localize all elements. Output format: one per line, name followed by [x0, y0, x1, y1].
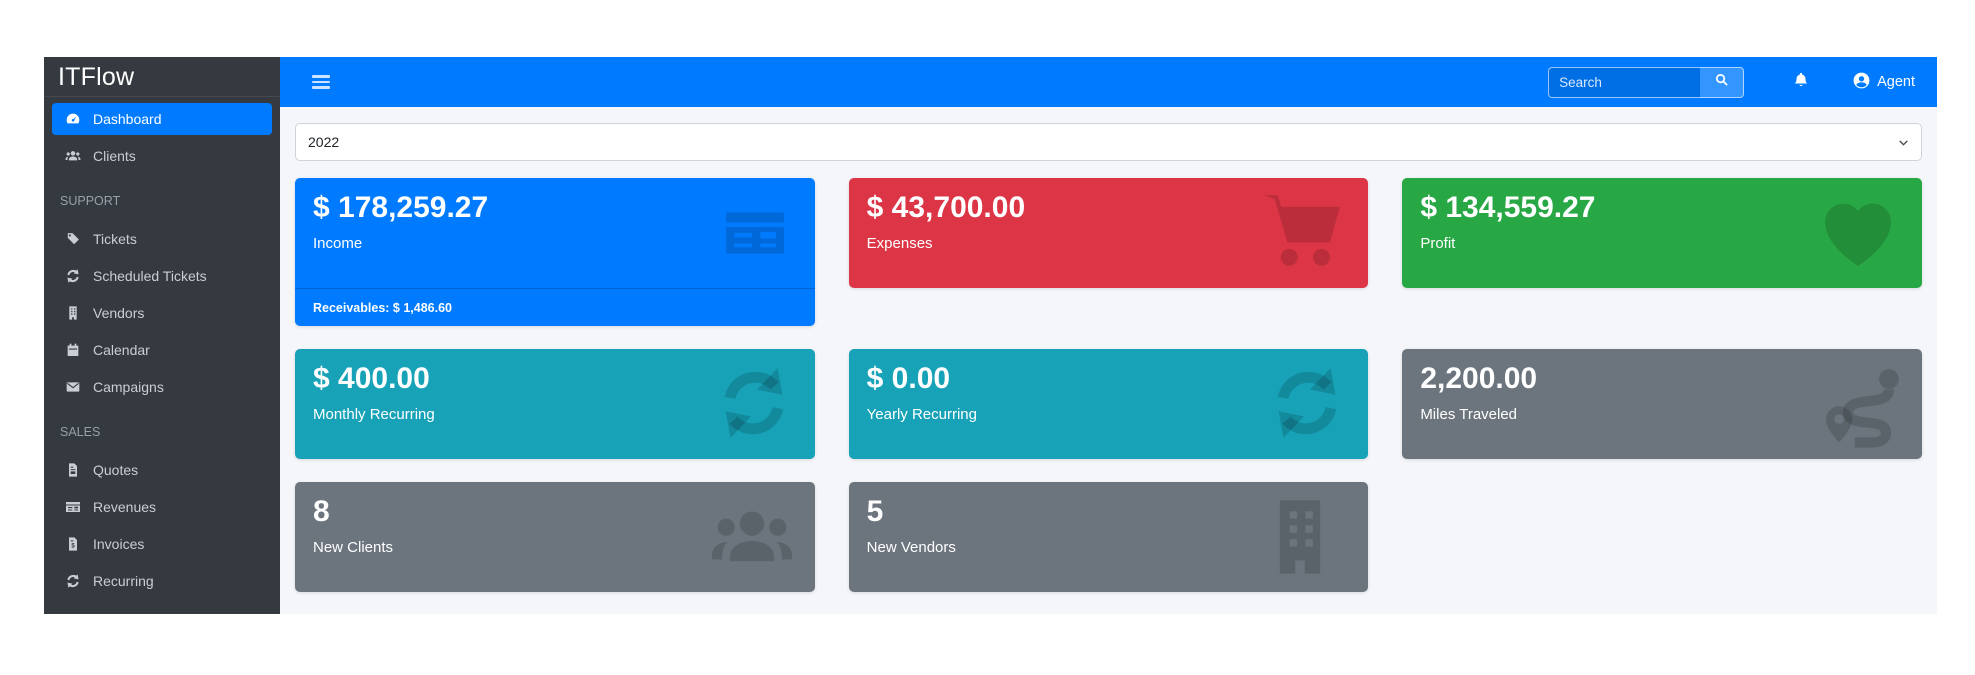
sidebar-item-scheduled-tickets[interactable]: Scheduled Tickets — [52, 260, 272, 292]
stat-label: New Clients — [313, 538, 394, 556]
stat-value: $ 178,259.27 — [313, 191, 489, 224]
stat-card-profit[interactable]: $ 134,559.27 Profit — [1402, 178, 1922, 288]
year-select[interactable]: 2022 — [296, 124, 1921, 160]
stat-label: Expenses — [866, 234, 933, 252]
sync-icon — [60, 268, 86, 284]
tags-icon — [60, 231, 86, 247]
stats-row-2: $ 400.00 Monthly Recurring $ 0.00 Yearly… — [295, 349, 1922, 459]
users-icon — [703, 495, 801, 581]
top-navbar: Agent — [280, 57, 1937, 107]
stat-value: $ 134,559.27 — [1420, 191, 1596, 224]
search-input[interactable] — [1548, 66, 1701, 98]
user-circle-icon — [1852, 71, 1877, 94]
bars-icon — [312, 75, 330, 89]
sidebar-section-sales: SALES — [60, 425, 101, 439]
stats-row-1: $ 178,259.27 Income Receivables: $ 1,486… — [295, 178, 1922, 326]
bell-icon — [1792, 71, 1810, 94]
year-filter: 2022 — [295, 123, 1922, 161]
stat-card-yearly-recurring[interactable]: $ 0.00 Yearly Recurring — [848, 349, 1369, 459]
stat-card-monthly-recurring[interactable]: $ 400.00 Monthly Recurring — [295, 349, 815, 459]
stat-card-income[interactable]: $ 178,259.27 Income Receivables: $ 1,486… — [295, 178, 815, 326]
stat-label: Profit — [1420, 234, 1456, 252]
stat-label: Miles Traveled — [1420, 405, 1518, 423]
stat-card-miles-traveled[interactable]: 2,200.00 Miles Traveled — [1402, 349, 1922, 459]
sidebar-item-label: Campaigns — [93, 379, 164, 395]
user-menu-label: Agent — [1877, 74, 1915, 90]
svg-text:$: $ — [71, 544, 75, 550]
main-area: Agent 2022 $ 178,259.27 Income — [280, 57, 1937, 614]
stat-value: $ 0.00 — [866, 362, 951, 395]
sidebar-item-calendar[interactable]: Calendar — [52, 334, 272, 366]
brand-logo[interactable]: ITFlow — [44, 57, 280, 97]
building-icon — [1256, 491, 1344, 583]
sidebar-item-label: Clients — [93, 148, 136, 164]
stat-label: Monthly Recurring — [313, 405, 435, 423]
sync-icon — [60, 573, 86, 589]
sync-icon — [713, 362, 795, 444]
stat-value: $ 400.00 — [313, 362, 430, 395]
app-window: ITFlow Dashboard Clients SUPPORT Ticket — [44, 57, 1937, 614]
stat-value: 8 — [313, 495, 330, 528]
sync-icon — [1266, 362, 1348, 444]
stat-label: Yearly Recurring — [866, 405, 977, 423]
sidebar-item-vendors[interactable]: Vendors — [52, 297, 272, 329]
sidebar-item-label: Scheduled Tickets — [93, 268, 207, 284]
sidebar-item-dashboard[interactable]: Dashboard — [52, 103, 272, 135]
heart-icon — [1814, 189, 1902, 277]
sidebar-item-tickets[interactable]: Tickets — [52, 223, 272, 255]
stat-label: New Vendors — [866, 538, 956, 556]
stat-value: 5 — [866, 495, 884, 528]
stats-row-3: 8 New Clients 5 New Vendors — [295, 482, 1922, 592]
shopping-cart-icon — [1254, 186, 1346, 278]
sidebar-nav: Dashboard Clients SUPPORT Tickets Sch — [44, 97, 280, 602]
stat-card-new-vendors[interactable]: 5 New Vendors — [848, 482, 1369, 592]
sidebar-item-label: Tickets — [93, 231, 137, 247]
menu-toggle-button[interactable] — [300, 64, 342, 100]
stat-value: 2,200.00 — [1420, 362, 1538, 395]
sidebar-item-revenues[interactable]: Revenues — [52, 491, 272, 523]
calendar-icon — [60, 342, 86, 358]
sidebar: ITFlow Dashboard Clients SUPPORT Ticket — [44, 57, 280, 614]
sidebar-item-quotes[interactable]: Quotes — [52, 454, 272, 486]
tachometer-icon — [60, 111, 86, 127]
dashboard-content: 2022 $ 178,259.27 Income Receivables: $ … — [280, 107, 1937, 614]
route-icon — [1820, 360, 1908, 448]
sidebar-item-label: Vendors — [93, 305, 145, 321]
sidebar-item-campaigns[interactable]: Campaigns — [52, 371, 272, 403]
stat-card-new-clients[interactable]: 8 New Clients — [295, 482, 815, 592]
file-invoice-dollar-icon: $ — [60, 536, 86, 552]
sidebar-item-label: Calendar — [93, 342, 150, 358]
sidebar-item-label: Recurring — [93, 573, 154, 589]
sidebar-item-label: Dashboard — [93, 111, 162, 127]
user-menu[interactable]: Agent — [1852, 71, 1915, 94]
building-icon — [60, 305, 86, 321]
sidebar-item-label: Revenues — [93, 499, 157, 515]
money-check-icon — [60, 499, 86, 515]
search-icon — [1714, 72, 1729, 92]
users-icon — [60, 148, 86, 164]
sidebar-item-invoices[interactable]: $ Invoices — [52, 528, 272, 560]
search-button[interactable] — [1700, 66, 1745, 98]
sidebar-item-label: Invoices — [93, 536, 145, 552]
file-invoice-icon — [60, 462, 86, 478]
sidebar-item-label: Quotes — [93, 462, 139, 478]
sidebar-item-recurring[interactable]: Recurring — [52, 565, 272, 597]
sidebar-item-clients[interactable]: Clients — [52, 140, 272, 172]
stat-value: $ 43,700.00 — [866, 191, 1026, 224]
navbar-search — [1548, 66, 1745, 98]
stat-label: Income — [313, 234, 363, 252]
notifications-button[interactable] — [1792, 71, 1810, 94]
sidebar-section-support: SUPPORT — [60, 194, 121, 208]
card-footer-receivables[interactable]: Receivables: $ 1,486.60 — [295, 288, 815, 326]
envelope-icon — [60, 379, 86, 395]
stat-card-expenses[interactable]: $ 43,700.00 Expenses — [848, 178, 1369, 288]
money-check-icon — [713, 200, 797, 266]
